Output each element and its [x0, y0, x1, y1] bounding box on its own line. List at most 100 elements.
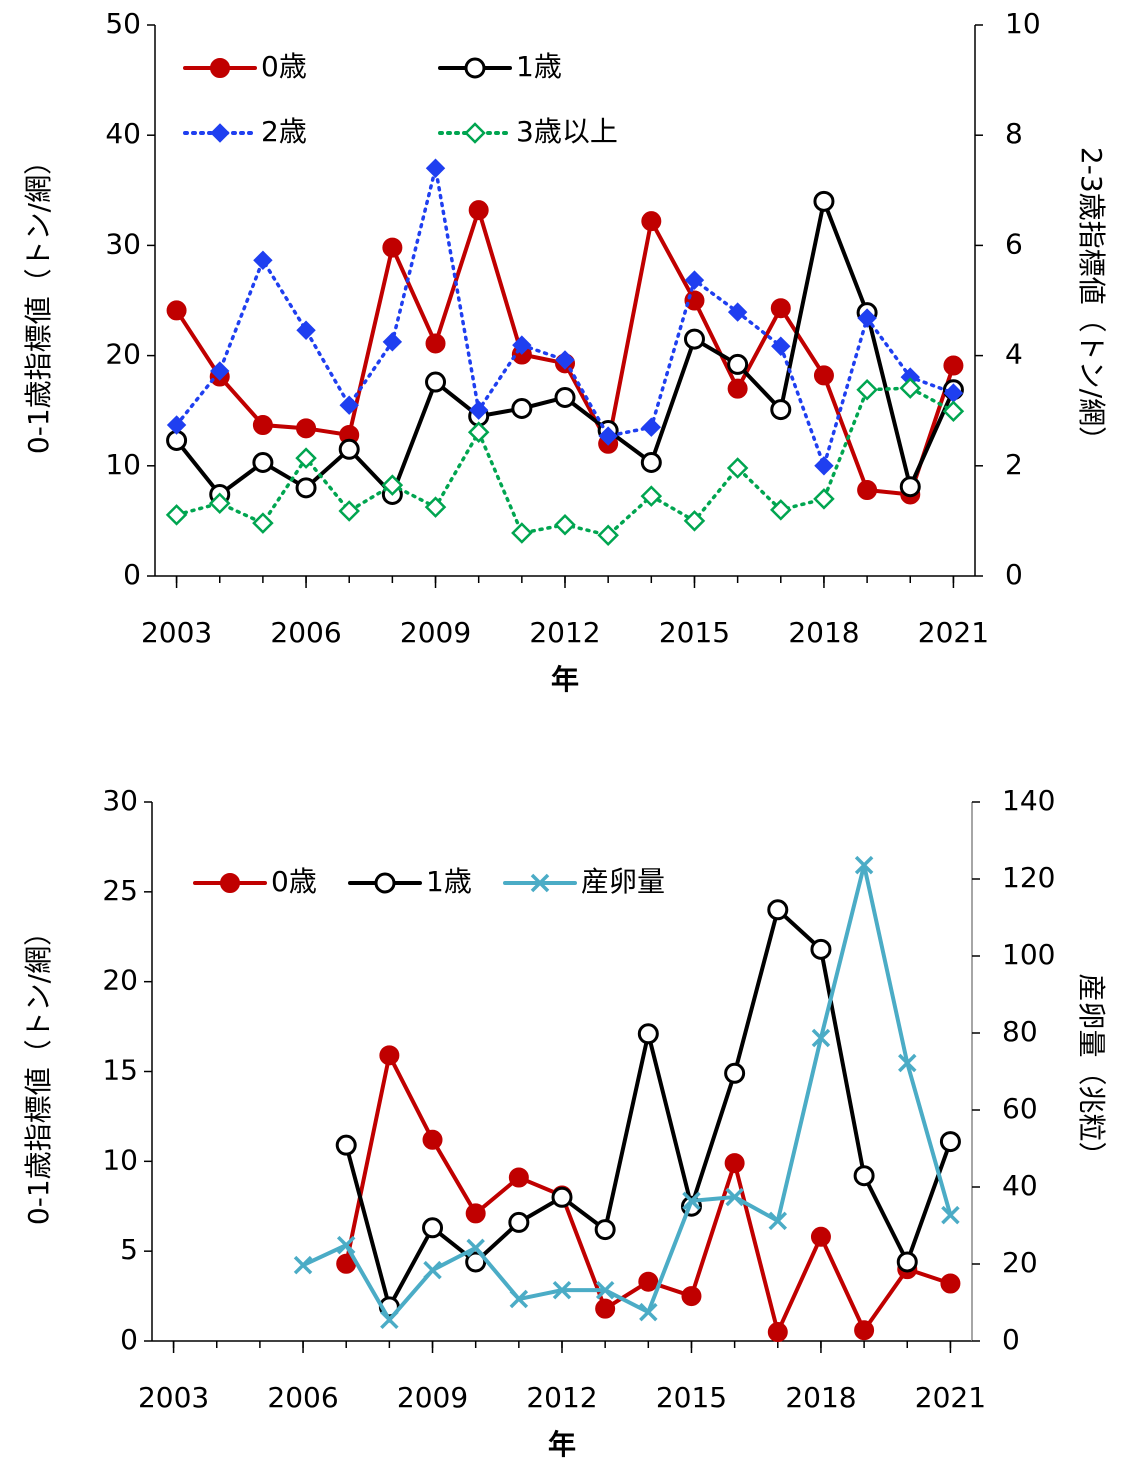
marker — [767, 1322, 788, 1343]
x-axis-label: 年 — [551, 663, 579, 696]
legend-marker — [464, 57, 486, 79]
marker — [857, 308, 877, 328]
x-tick-label: 2003 — [141, 616, 212, 649]
marker — [555, 350, 575, 370]
y2-tick-label: 120 — [1002, 861, 1055, 894]
marker — [853, 1165, 875, 1187]
marker — [382, 332, 403, 352]
marker-stroke — [423, 1260, 442, 1280]
marker — [379, 1045, 400, 1066]
series-line — [301, 864, 953, 1324]
y2-tick-label: 60 — [1002, 1092, 1038, 1125]
y-tick-label: 40 — [105, 117, 141, 150]
legend-entry: 1歳 — [348, 865, 472, 898]
y-tick-label: 0 — [120, 1323, 138, 1356]
marker — [338, 438, 360, 460]
y-tick-label: 20 — [105, 338, 141, 371]
marker — [253, 250, 273, 270]
marker — [771, 336, 791, 356]
legend-entry: 1歳 — [438, 50, 562, 83]
marker — [856, 378, 878, 401]
y2-axis-label: 2-3歳指標値（トン/網） — [1075, 147, 1108, 454]
marker — [941, 1205, 960, 1225]
marker — [252, 415, 273, 436]
y2-tick-label: 100 — [1002, 938, 1055, 971]
legend-marker — [210, 123, 230, 143]
marker — [425, 158, 446, 178]
marker — [166, 415, 187, 435]
y-tick-label: 10 — [102, 1143, 138, 1176]
marker — [551, 1186, 573, 1208]
marker — [813, 365, 834, 386]
y2-tick-label: 0 — [1005, 558, 1023, 591]
marker — [640, 451, 662, 473]
marker-stroke — [725, 1187, 744, 1207]
marker — [336, 1235, 356, 1255]
marker-stroke — [552, 1280, 572, 1300]
x-tick-label: 2018 — [785, 1381, 856, 1414]
y-axis-label: 0-1歳指標値（トン/網） — [22, 147, 55, 454]
legend-label: 0歳 — [271, 865, 317, 898]
marker — [813, 488, 835, 510]
marker-stroke — [466, 1238, 485, 1258]
marker — [595, 1280, 615, 1300]
marker — [725, 1187, 744, 1207]
series-line — [174, 167, 956, 472]
legend-entry: 3歳以上 — [438, 115, 618, 148]
x-tick-label: 2018 — [788, 616, 859, 649]
x-tick-label: 2009 — [400, 616, 471, 649]
marker-stroke — [595, 1280, 615, 1300]
marker — [252, 451, 274, 473]
series-line — [344, 906, 953, 1313]
y2-tick-label: 0 — [1002, 1323, 1020, 1356]
y2-tick-label: 40 — [1002, 1169, 1038, 1202]
marker — [939, 1131, 961, 1153]
x-tick-label: 2012 — [526, 1381, 597, 1414]
marker — [681, 1286, 702, 1307]
y-tick-label: 0 — [123, 558, 141, 591]
y-tick-label: 30 — [105, 227, 141, 260]
marker — [468, 200, 489, 221]
legend-marker — [374, 872, 396, 894]
y-tick-label: 10 — [105, 448, 141, 481]
marker — [727, 353, 749, 375]
marker — [466, 1238, 485, 1258]
legend-marker — [464, 122, 486, 144]
marker — [423, 1260, 442, 1280]
marker — [465, 1251, 487, 1273]
marker — [295, 447, 317, 469]
x-tick-label: 2021 — [915, 1381, 986, 1414]
legend-entry: 2歳 — [183, 115, 307, 148]
marker — [770, 399, 792, 421]
marker — [598, 426, 618, 446]
y2-tick-label: 6 — [1005, 227, 1023, 260]
y2-tick-label: 4 — [1005, 338, 1023, 371]
x-tick-label: 2006 — [267, 1381, 338, 1414]
x-tick-label: 2012 — [529, 616, 600, 649]
legend-entry: 0歳 — [193, 865, 317, 898]
marker — [640, 485, 663, 507]
marker — [468, 400, 489, 420]
marker — [814, 456, 834, 476]
y-axis-label: 0-1歳指標値（トン/網） — [22, 918, 55, 1225]
marker — [810, 938, 832, 960]
marker — [854, 1320, 875, 1341]
marker — [727, 302, 748, 322]
marker — [813, 190, 835, 212]
marker — [165, 504, 188, 526]
marker — [943, 355, 964, 376]
marker — [335, 1134, 357, 1156]
x-tick-label: 2009 — [397, 1381, 468, 1414]
marker — [208, 492, 231, 515]
marker — [296, 418, 317, 439]
marker-stroke — [941, 1205, 960, 1225]
marker — [899, 476, 921, 498]
marker — [641, 211, 662, 232]
marker-stroke — [639, 1302, 658, 1322]
y-tick-label: 25 — [102, 874, 138, 907]
legend-label: 0歳 — [261, 50, 307, 83]
marker — [422, 1217, 444, 1239]
legend-marker — [210, 58, 230, 78]
marker — [508, 1211, 530, 1233]
